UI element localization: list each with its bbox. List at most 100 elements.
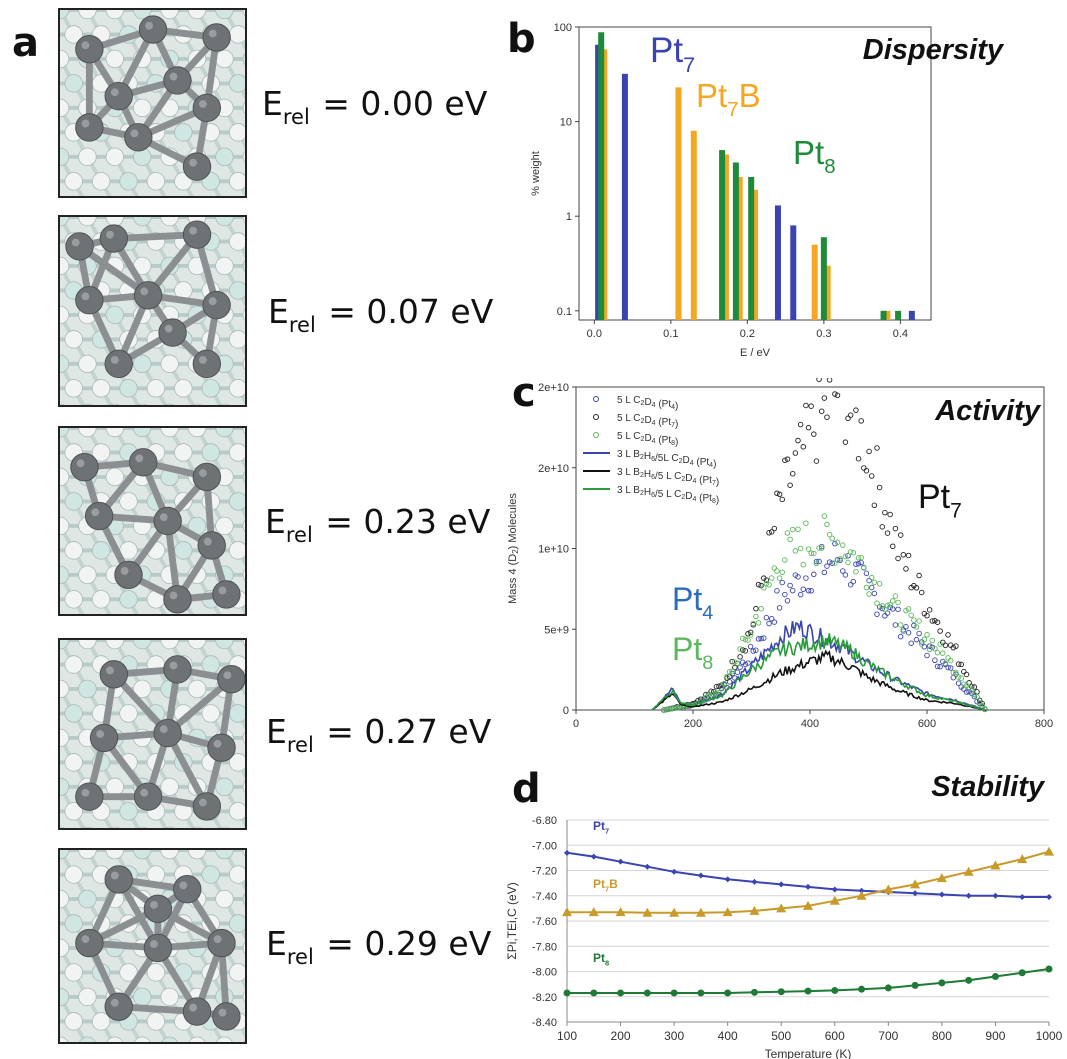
scatter-point (724, 674, 730, 680)
scatter-point (800, 586, 807, 592)
scatter-point (937, 628, 943, 634)
scatter-point (789, 526, 796, 533)
scatter-point (753, 605, 759, 612)
pt-atom-highlight (81, 119, 90, 128)
scatter-point (858, 418, 864, 424)
annotation-pt4: Pt4 (672, 581, 713, 624)
scatter-point (842, 553, 849, 560)
surface-atom (60, 826, 65, 828)
surface-atom (60, 354, 70, 374)
scatter-point (947, 665, 954, 671)
scatter-point (955, 680, 962, 686)
scatter-point (784, 598, 791, 604)
data-point (858, 985, 866, 993)
erel-e: E (268, 292, 289, 331)
x-tick-label: 0.0 (587, 328, 602, 340)
surface-atom (174, 443, 193, 462)
x-tick-label: 400 (801, 718, 819, 728)
scatter-point (900, 628, 907, 635)
y-tick-label: 2e+10 (538, 382, 569, 394)
scatter-point (766, 581, 772, 588)
scatter-point (771, 565, 778, 571)
surface-atom (78, 217, 97, 227)
scatter-point (979, 703, 986, 709)
x-tick-label: 600 (825, 1029, 845, 1043)
scatter-point (826, 559, 833, 565)
data-point (965, 976, 973, 984)
pt-atom (197, 531, 226, 560)
surface-atom (105, 49, 125, 69)
surface-atom (119, 172, 138, 191)
scatter-point (797, 545, 804, 552)
pt-atom (75, 113, 104, 142)
surface-atom (64, 74, 83, 93)
pt-atom (75, 286, 104, 315)
scatter-point (918, 641, 925, 647)
scatter-point (976, 697, 983, 704)
data-point (1017, 854, 1028, 864)
scatter-point (739, 647, 746, 653)
scatter-point (884, 610, 891, 616)
data-point (1044, 846, 1054, 856)
data-point (858, 887, 865, 894)
surface-atom (105, 10, 125, 20)
series-line (651, 649, 986, 711)
pt-atom (143, 933, 173, 963)
scatter-point (842, 439, 849, 445)
scatter-point (703, 691, 709, 698)
surface-atom (228, 281, 245, 300)
scatter-point (745, 660, 751, 666)
data-point (670, 989, 678, 997)
surface-atom (91, 172, 111, 191)
scatter-point (945, 632, 951, 638)
surface-atom (78, 565, 97, 585)
scatter-point (897, 633, 904, 640)
cluster-structure-graphic (60, 428, 245, 614)
scatter-point (908, 640, 914, 646)
scatter-point (853, 407, 859, 413)
scatter-point (671, 705, 678, 712)
scatter-point (832, 540, 838, 547)
series-line (566, 851, 1049, 898)
scatter-point (797, 421, 804, 428)
scatter-point (853, 561, 859, 567)
surface-atom (164, 403, 175, 405)
data-point (697, 989, 705, 997)
scatter-point (918, 589, 925, 596)
scatter-point (747, 643, 754, 650)
scatter-point (929, 637, 936, 644)
surface-atom (64, 25, 83, 44)
pt-atom (163, 66, 192, 95)
pt-atom (75, 782, 104, 811)
scatter-point (816, 545, 822, 551)
scatter-point (803, 575, 809, 581)
scatter-point (847, 549, 854, 555)
scatter-point (713, 690, 720, 696)
data-point (722, 907, 733, 917)
pt-atom-highlight (208, 29, 217, 38)
scatter-point (911, 617, 917, 623)
scatter-point (755, 620, 762, 626)
scatter-point (947, 657, 954, 664)
surface-atom (119, 590, 138, 609)
pt-atom-highlight (198, 798, 207, 807)
data-point (776, 903, 787, 913)
surface-atom (78, 889, 97, 909)
pt-atom (212, 580, 241, 609)
cluster-structure-2 (58, 215, 247, 407)
activity-chart: 0 200 400 600 800 0 5e+9 1e+10 2e+10 2e+10 Mass 4 … (507, 378, 1053, 728)
scatter-point (932, 618, 938, 624)
cluster-structure-5 (58, 848, 247, 1044)
data-point (642, 907, 653, 917)
pt-atom-highlight (145, 21, 153, 30)
surface-atom (64, 802, 83, 821)
pt-atom-highlight (120, 567, 129, 575)
scatter-point (979, 700, 986, 707)
data-point (590, 989, 598, 997)
scatter-point (945, 655, 951, 661)
scatter-point (882, 606, 888, 613)
pt-atom (84, 501, 114, 531)
pt-atom-highlight (218, 1008, 227, 1017)
surface-atom (105, 305, 125, 325)
surface-atom (105, 467, 125, 487)
